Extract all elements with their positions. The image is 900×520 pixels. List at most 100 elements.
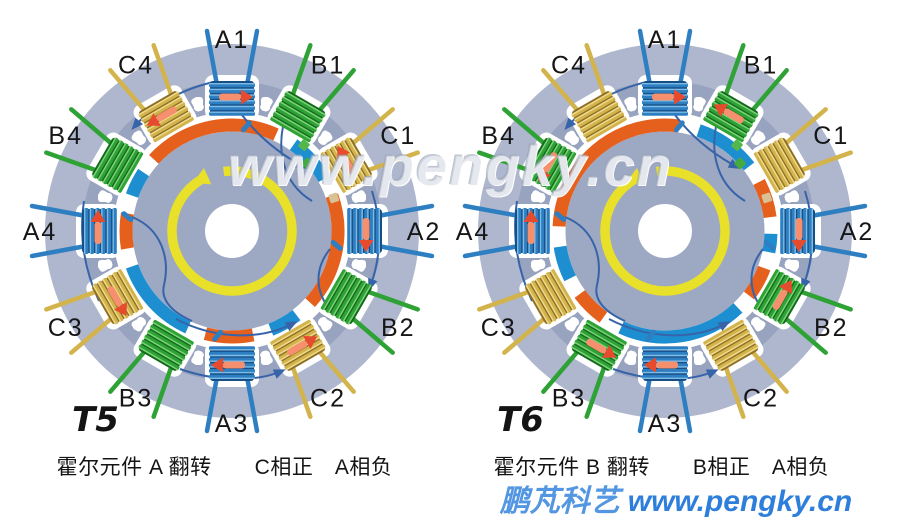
coil-turn-highlight	[97, 140, 122, 181]
coil-turn-highlight	[780, 137, 805, 178]
coil-turn-highlight	[274, 326, 315, 351]
magnet-segment-north-0	[149, 118, 279, 164]
winding-lead	[348, 107, 395, 148]
magnet-segment-south-1	[696, 124, 755, 171]
winding-lead	[541, 68, 582, 115]
coil-turn-highlight	[149, 326, 190, 351]
coil-turn	[275, 329, 317, 356]
coil-turn-highlight	[582, 111, 623, 136]
winding-lead	[796, 150, 853, 174]
winding-lead	[677, 28, 693, 88]
coil-turn-highlight	[282, 96, 323, 121]
winding-lead	[748, 347, 789, 394]
slot-liner	[133, 130, 146, 145]
coil-turn	[703, 116, 745, 143]
magnet-segment-south-3	[268, 309, 301, 336]
current-arrow	[652, 89, 686, 105]
coil-turn-highlight	[138, 91, 179, 116]
winding-lead	[315, 347, 356, 394]
winding-lead	[796, 288, 853, 312]
coil-turn-highlight	[530, 281, 555, 322]
coil-label-C4: C4	[118, 52, 154, 80]
coil-turn	[711, 334, 753, 361]
coil-label-B1: B1	[744, 52, 779, 80]
coil-turn-highlight	[710, 331, 751, 356]
coil-B2	[753, 269, 853, 355]
slot-liner	[751, 317, 764, 332]
coil-turn	[778, 137, 805, 179]
coil-C2	[270, 319, 356, 419]
coil-turn	[773, 280, 800, 322]
coil-label-C1: C1	[813, 122, 849, 150]
coil-turn-highlight	[271, 116, 312, 140]
coil-turn	[530, 140, 557, 182]
coil-turn-highlight	[579, 106, 620, 131]
winding-lead	[637, 374, 653, 434]
magnet-segment-south-7	[553, 245, 577, 282]
slot-liner	[693, 97, 706, 112]
winding-tap	[673, 120, 685, 133]
coil-turn-highlight	[277, 106, 318, 131]
coil-turn-highlight	[718, 346, 759, 371]
winding-lead	[808, 243, 868, 259]
coil-turn-highlight	[323, 151, 347, 192]
coil-turn	[273, 324, 314, 351]
coil-turn-highlight	[327, 148, 352, 189]
coil-turn	[117, 151, 144, 193]
slot-liner	[694, 351, 703, 365]
coil-turn-highlight	[707, 111, 748, 136]
winding-lead	[151, 362, 175, 419]
slot-liner	[351, 259, 366, 272]
winding-lead	[29, 203, 89, 219]
coil-turn-highlight	[209, 354, 255, 357]
hall-sensor-0	[298, 139, 310, 151]
coil-turn	[102, 143, 129, 185]
coil-turn-highlight	[571, 91, 612, 116]
current-arrow	[337, 145, 357, 176]
coil-label-B4: B4	[48, 122, 83, 150]
coil-turn	[773, 140, 800, 182]
coil-turn	[150, 324, 191, 351]
coil-turn	[141, 339, 183, 366]
phase-wire	[608, 318, 731, 337]
coil-turn-highlight	[209, 88, 255, 91]
coil-turn-highlight	[718, 91, 759, 116]
coil-label-A3: A3	[215, 410, 250, 438]
coil-turn-highlight	[350, 208, 352, 254]
winding-lead	[584, 362, 608, 419]
coil-turn	[273, 111, 314, 138]
coil-turn	[571, 91, 613, 118]
coil-turn-highlight	[146, 331, 187, 356]
winding-lead	[502, 314, 549, 355]
coil-turn	[758, 149, 785, 190]
coil-turn-highlight	[209, 371, 255, 374]
coil-label-A2: A2	[407, 218, 442, 246]
coil-turn-highlight	[642, 349, 688, 351]
current-arrow	[644, 357, 678, 373]
winding-lead	[477, 288, 534, 312]
coil-turn-highlight	[271, 322, 312, 346]
winding-lead	[108, 68, 149, 115]
coil-turn-highlight	[585, 322, 626, 346]
winding-lead	[375, 243, 435, 259]
coil-turn-highlight	[545, 148, 570, 189]
coil-turn-highlight	[574, 96, 615, 121]
winding-lead	[677, 374, 693, 434]
coil-turn	[117, 269, 144, 311]
coil-turn	[525, 283, 552, 325]
coil-turn	[97, 140, 124, 182]
coil-turn	[580, 106, 622, 133]
coil-turn	[717, 344, 759, 371]
coil-turn	[150, 111, 191, 138]
coil-label-C2: C2	[743, 384, 779, 412]
coil-A2	[330, 203, 435, 259]
coil-turn	[717, 91, 759, 118]
coil-turn	[583, 324, 624, 351]
phase-wire	[162, 284, 193, 322]
coil-label-C1: C1	[380, 122, 416, 150]
coil-turn-highlight	[342, 140, 367, 181]
coil-B4	[44, 107, 144, 193]
coil-turn-highlight	[112, 148, 137, 189]
slot-liner	[784, 259, 799, 272]
coil-C1	[753, 107, 853, 193]
